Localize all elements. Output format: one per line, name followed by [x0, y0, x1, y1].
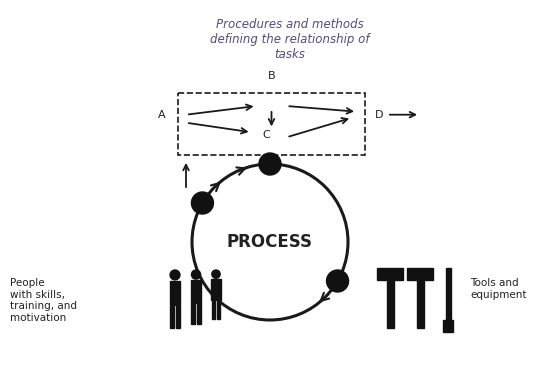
Text: PROCESS: PROCESS — [227, 233, 313, 251]
Circle shape — [170, 270, 180, 280]
Bar — [197, 304, 200, 324]
Text: Tools and
equipment: Tools and equipment — [470, 278, 526, 300]
Text: B: B — [267, 71, 276, 81]
Text: A: A — [158, 110, 166, 120]
Text: D: D — [375, 110, 383, 120]
Bar — [416, 280, 423, 328]
Text: C: C — [263, 130, 270, 140]
Bar — [386, 280, 393, 328]
Bar — [191, 280, 201, 303]
Bar — [443, 320, 453, 332]
Bar — [178, 93, 365, 155]
Text: People
with skills,
training, and
motivation: People with skills, training, and motiva… — [10, 278, 77, 323]
Bar — [407, 268, 433, 280]
Circle shape — [191, 270, 200, 279]
Circle shape — [212, 270, 220, 278]
Bar — [170, 306, 174, 328]
Circle shape — [259, 153, 281, 175]
Bar — [191, 304, 195, 324]
Bar — [169, 281, 181, 305]
Bar — [211, 279, 221, 300]
Bar — [176, 306, 180, 328]
Bar — [377, 268, 403, 280]
Circle shape — [191, 192, 213, 214]
Bar — [445, 268, 450, 320]
Circle shape — [326, 270, 348, 292]
Text: Procedures and methods
defining the relationship of
tasks: Procedures and methods defining the rela… — [210, 18, 370, 61]
Bar — [217, 301, 220, 319]
Bar — [212, 301, 215, 319]
